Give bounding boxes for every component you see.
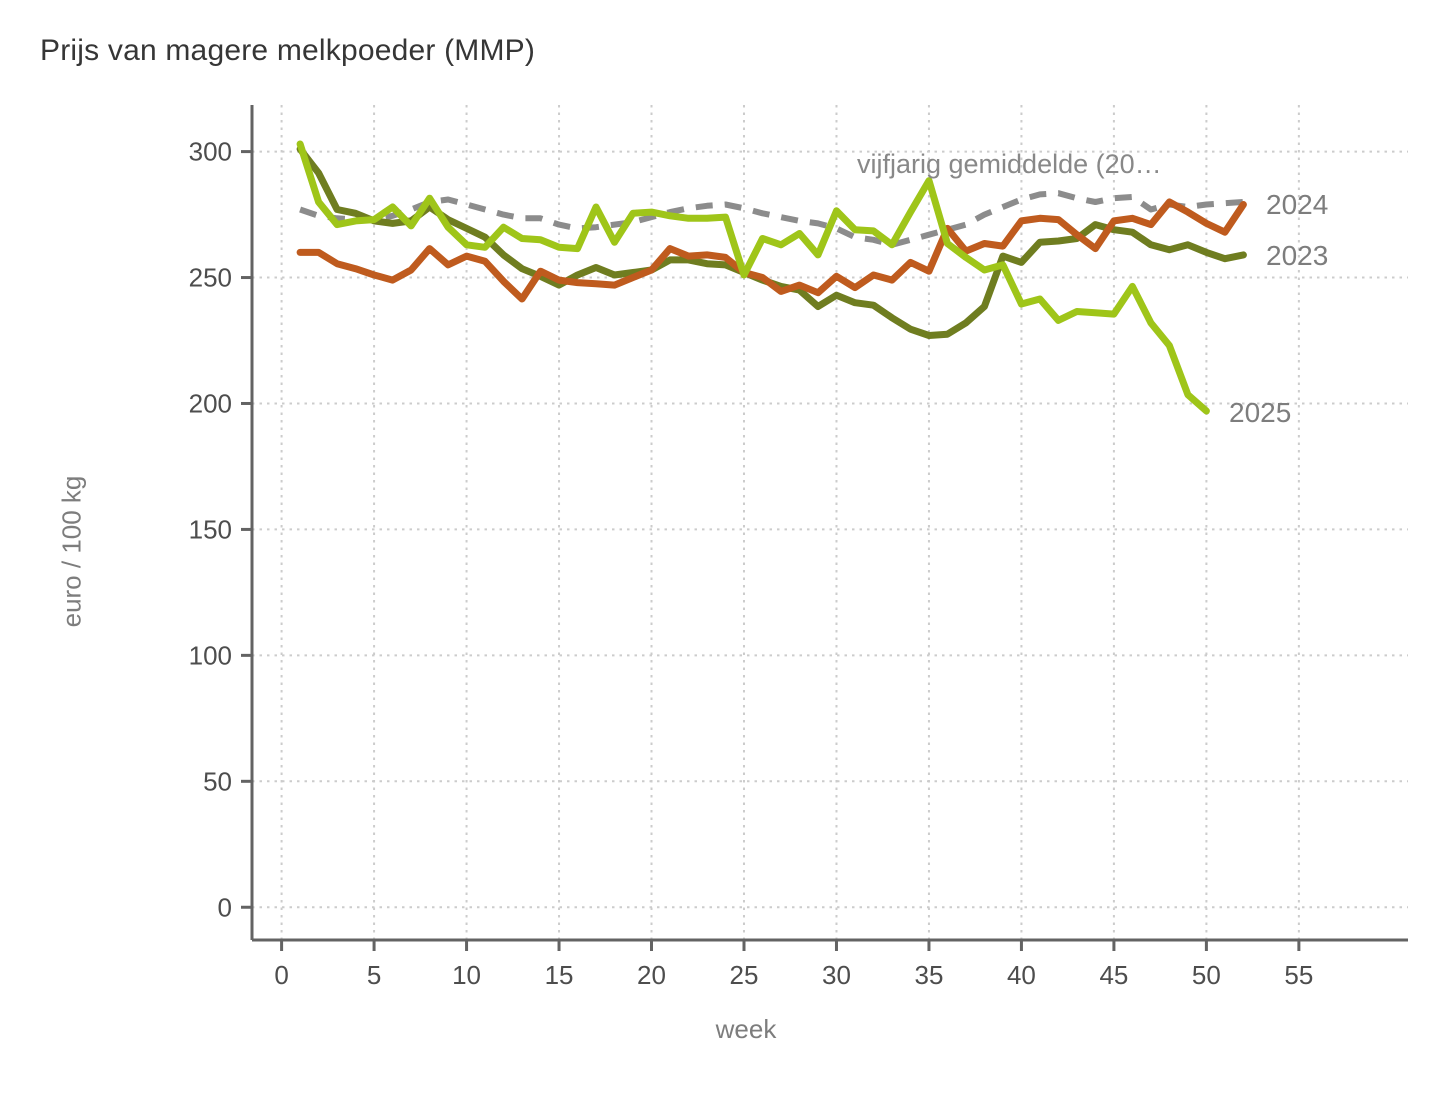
series-label-2024: 2024 bbox=[1266, 189, 1329, 220]
x-tick-label: 40 bbox=[1007, 960, 1036, 990]
y-tick-label: 100 bbox=[189, 640, 232, 670]
series-label-five-year-average: vijfjarig gemiddelde (20… bbox=[857, 149, 1162, 179]
x-tick-label: 25 bbox=[730, 960, 759, 990]
x-axis-title: week bbox=[715, 1014, 777, 1044]
x-tick-label: 5 bbox=[367, 960, 381, 990]
x-tick-label: 45 bbox=[1099, 960, 1128, 990]
x-tick-label: 50 bbox=[1192, 960, 1221, 990]
y-tick-label: 0 bbox=[218, 892, 232, 922]
y-tick-label: 250 bbox=[189, 263, 232, 293]
chart-title: Prijs van magere melkpoeder (MMP) bbox=[40, 34, 536, 67]
x-tick-label: 35 bbox=[914, 960, 943, 990]
x-tick-label: 10 bbox=[452, 960, 481, 990]
y-tick-label: 50 bbox=[203, 766, 232, 796]
series-label-2023: 2023 bbox=[1266, 240, 1329, 271]
series-label-2025: 2025 bbox=[1229, 397, 1292, 428]
series-line-vijfjarig-gemiddelde-20- bbox=[299, 190, 1244, 248]
x-tick-label: 55 bbox=[1284, 960, 1313, 990]
y-tick-label: 150 bbox=[189, 514, 232, 544]
x-tick-label: 0 bbox=[274, 960, 288, 990]
x-tick-label: 20 bbox=[637, 960, 666, 990]
series-line-2025 bbox=[296, 140, 1210, 415]
y-tick-label: 200 bbox=[189, 388, 232, 418]
x-tick-label: 15 bbox=[545, 960, 574, 990]
y-tick-label: 300 bbox=[189, 137, 232, 167]
series-line-2024 bbox=[296, 198, 1247, 303]
x-tick-label: 30 bbox=[822, 960, 851, 990]
